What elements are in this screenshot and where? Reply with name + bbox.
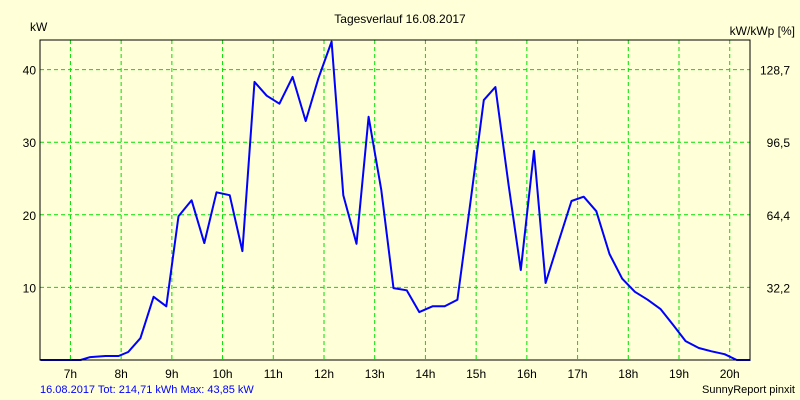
x-tick-label: 16h: [517, 367, 537, 381]
y-right-tick-label: 64,4: [767, 209, 791, 223]
chart-title: Tagesverlauf 16.08.2017: [334, 12, 466, 26]
footer-summary: 16.08.2017 Tot: 214,71 kWh Max: 43,85 kW: [40, 384, 254, 396]
x-tick-label: 13h: [365, 367, 385, 381]
y-tick-label: 40: [23, 64, 37, 78]
x-tick-label: 11h: [264, 367, 283, 381]
x-tick-label: 9h: [165, 367, 178, 381]
y-right-tick-label: 128,7: [760, 64, 790, 78]
x-tick-label: 17h: [568, 367, 588, 381]
y-tick-label: 20: [23, 209, 37, 223]
x-tick-label: 14h: [415, 367, 435, 381]
x-tick-label: 19h: [669, 367, 689, 381]
x-tick-label: 12h: [314, 367, 334, 381]
y-tick-label: 10: [23, 281, 37, 295]
x-tick-label: 18h: [618, 367, 638, 381]
x-tick-label: 8h: [114, 367, 127, 381]
series-line-kw: [40, 40, 751, 361]
x-tick-label: 15h: [466, 367, 486, 381]
y-axis-label: kW: [30, 20, 48, 34]
y-axis-right-label: kW/kWp [%]: [730, 24, 795, 38]
grid: [40, 40, 750, 360]
y-right-tick-label: 96,5: [767, 136, 791, 150]
x-tick-label: 20h: [720, 367, 740, 381]
y-tick-label: 30: [23, 136, 37, 150]
y-right-tick-label: 32,2: [767, 281, 791, 295]
footer-brand: SunnyReport pinxit: [702, 384, 795, 396]
ticks: 7h 8h 9h 10h 11h 12h 13h 14h 15h 16h 17h 18h 19h 20h 1…: [23, 64, 791, 381]
x-tick-label: 7h: [64, 367, 77, 381]
plot-frame: [39, 39, 751, 361]
x-tick-label: 10h: [213, 367, 233, 381]
